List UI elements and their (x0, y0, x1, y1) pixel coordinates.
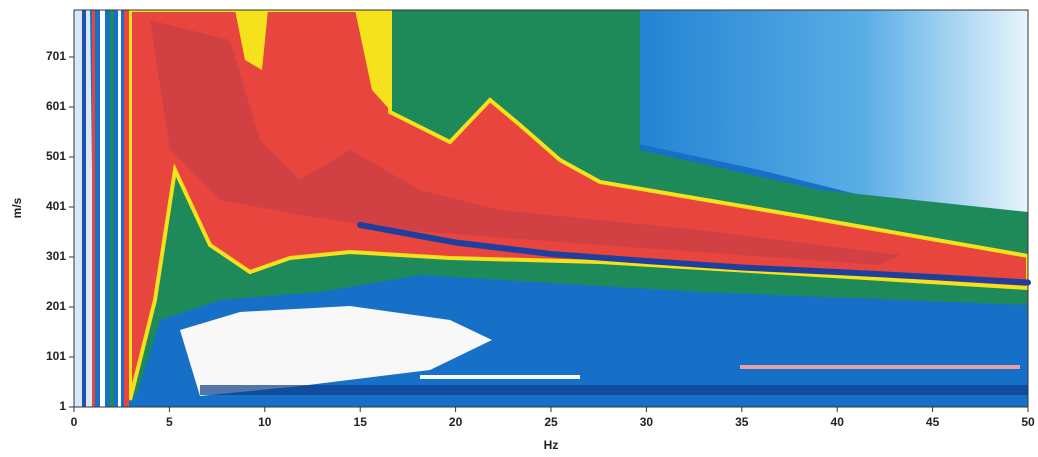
x-tick-label: 30 (640, 415, 654, 429)
x-tick-label: 10 (258, 415, 272, 429)
x-tick-label: 45 (926, 415, 940, 429)
y-tick-label: 101 (46, 349, 66, 363)
y-tick-label: 201 (46, 299, 66, 313)
x-tick-label: 15 (354, 415, 368, 429)
x-tick-label: 0 (71, 415, 78, 429)
x-tick-label: 20 (449, 415, 463, 429)
x-tick-label: 5 (166, 415, 173, 429)
y-axis-label: m/s (10, 197, 24, 218)
x-tick-label: 25 (544, 415, 558, 429)
x-axis-label: Hz (544, 438, 559, 452)
y-tick-label: 501 (46, 149, 66, 163)
x-tick-label: 35 (735, 415, 749, 429)
x-tick-label: 50 (1021, 415, 1035, 429)
y-tick-label: 701 (46, 49, 66, 63)
y-tick-label: 601 (46, 99, 66, 113)
x-tick-label: 40 (831, 415, 845, 429)
heatmap-background (74, 10, 1028, 407)
dispersion-curve (357, 222, 1031, 286)
y-tick-label: 1 (59, 399, 66, 413)
y-tick-label: 401 (46, 199, 66, 213)
y-tick-label: 301 (46, 249, 66, 263)
